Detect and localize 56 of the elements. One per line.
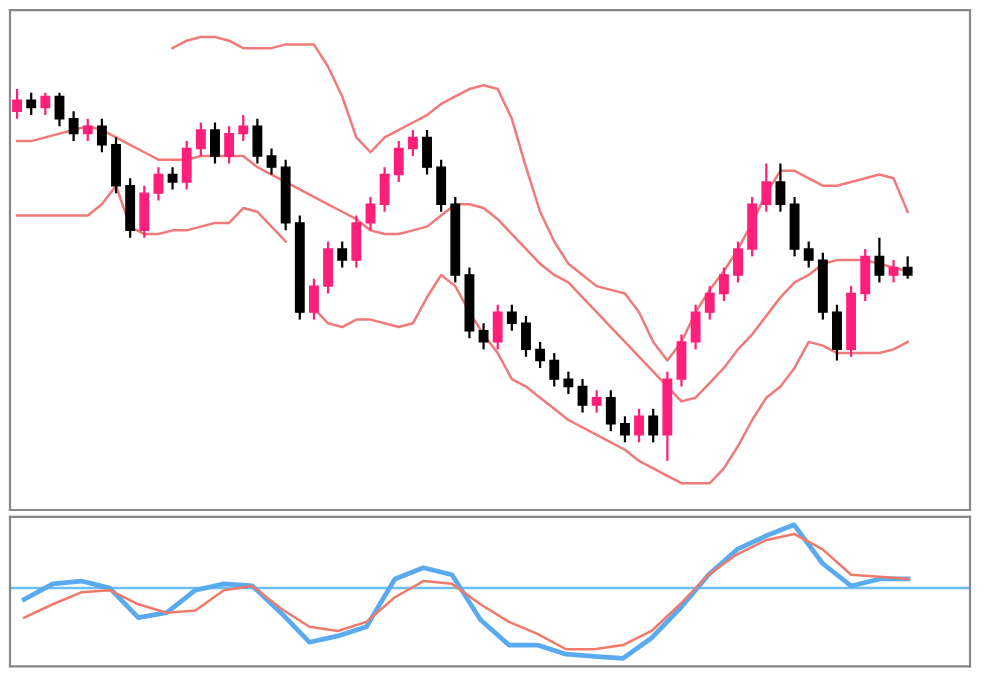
candlestick [266, 147, 277, 176]
candlestick [874, 236, 885, 284]
candlestick [832, 303, 842, 362]
candlestick [676, 333, 687, 388]
candlestick [365, 195, 376, 232]
candlestick [40, 91, 51, 117]
candlestick [591, 389, 602, 414]
candlestick [690, 303, 701, 351]
candlestick [605, 389, 616, 433]
candlestick [747, 195, 758, 258]
candlestick [704, 285, 715, 321]
candlestick [619, 415, 630, 444]
candlestick [860, 247, 871, 303]
candlestick [634, 407, 645, 444]
candlestick [521, 314, 531, 358]
candlestick [238, 113, 249, 143]
candlestick [718, 266, 729, 303]
candlestick [436, 158, 447, 213]
candlestick [351, 214, 362, 269]
candlestick [323, 240, 334, 295]
candlestick [733, 240, 743, 284]
candlestick [648, 407, 659, 444]
candlestick [789, 195, 800, 258]
candlestick [761, 162, 772, 213]
candlestick [195, 121, 206, 158]
candlestick [888, 258, 899, 284]
candlestick [224, 125, 235, 165]
candlestick [492, 303, 503, 351]
candlestick [506, 303, 517, 332]
candlestick [96, 117, 107, 154]
candlestick [167, 166, 178, 191]
candlestick [337, 240, 348, 269]
candlestick [535, 340, 546, 370]
candlestick [379, 166, 390, 213]
candlestick [210, 121, 220, 165]
candlestick [125, 177, 136, 239]
candlestick [139, 184, 150, 239]
candlestick [308, 277, 319, 321]
candlestick [82, 117, 93, 143]
candlestick [393, 139, 404, 184]
candlestick [26, 91, 37, 117]
candlestick [563, 370, 574, 396]
candlestick [12, 87, 23, 120]
candlestick [181, 139, 192, 191]
candlestick [478, 322, 489, 351]
candlestick [407, 128, 418, 158]
candlestick [775, 162, 786, 213]
candlestick [422, 128, 432, 176]
candlestick [68, 110, 79, 143]
candlestick [153, 166, 164, 202]
candlestick [111, 136, 121, 195]
candlestick [902, 255, 913, 280]
candlestick [577, 377, 588, 414]
candlestick [803, 240, 814, 269]
candlestick [549, 351, 560, 388]
candlestick [252, 117, 263, 165]
